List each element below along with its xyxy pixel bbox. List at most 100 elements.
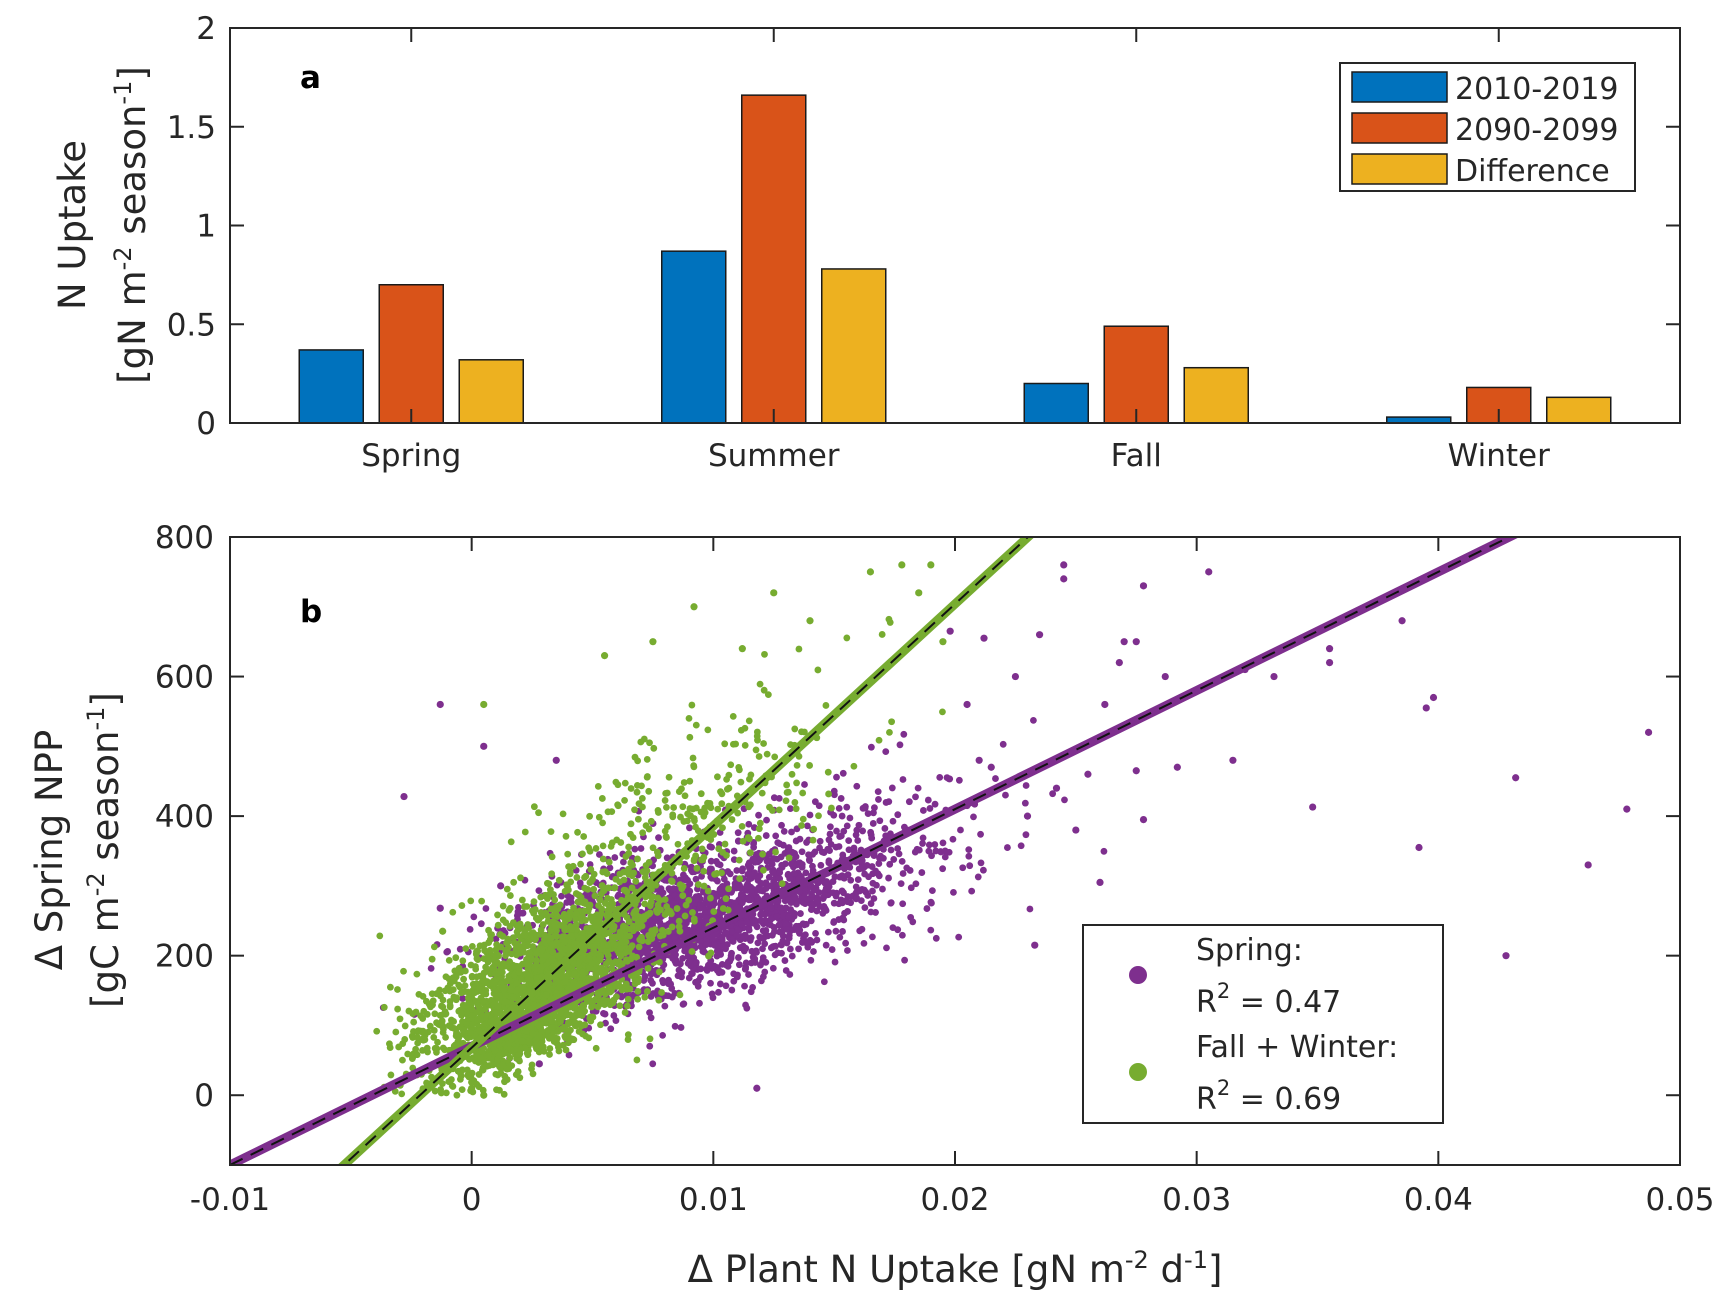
y-tick-label: 1.5 — [167, 110, 216, 146]
scatter-point — [919, 807, 927, 814]
scatter-point — [459, 995, 467, 1002]
scatter-point — [670, 934, 678, 942]
scatter-point — [887, 846, 895, 854]
scatter-point — [553, 913, 561, 920]
scatter-point — [475, 1059, 483, 1066]
scatter-point — [734, 926, 742, 934]
scatter-point — [1023, 812, 1032, 820]
scatter-point — [968, 887, 976, 895]
scatter-point — [474, 1015, 482, 1023]
scatter-point — [717, 980, 724, 988]
scatter-point — [504, 935, 512, 943]
scatter-point — [637, 738, 645, 746]
scatter-point — [889, 817, 897, 825]
scatter-point — [939, 839, 947, 847]
scatter-point — [529, 1029, 537, 1037]
scatter-point — [463, 1066, 471, 1074]
panel-b-legend: Spring: R2 = 0.47 Fall + Winter: R2 = 0.… — [1082, 924, 1444, 1124]
scatter-point — [764, 691, 772, 699]
scatter-point — [480, 700, 488, 709]
scatter-point — [825, 790, 832, 798]
scatter-point — [999, 740, 1007, 748]
scatter-point — [867, 743, 875, 751]
scatter-point — [853, 894, 861, 902]
scatter-point — [562, 978, 569, 986]
scatter-point — [856, 887, 864, 895]
scatter-point — [564, 850, 572, 858]
scatter-point — [714, 860, 722, 868]
scatter-point — [707, 979, 714, 987]
y-tick-label: 1 — [196, 209, 216, 245]
scatter-point — [627, 859, 635, 867]
scatter-point — [458, 902, 466, 909]
scatter-point — [867, 908, 875, 916]
scatter-point — [650, 744, 658, 752]
scatter-point — [844, 947, 851, 954]
scatter-point — [925, 847, 933, 855]
scatter-point — [733, 932, 741, 940]
scatter-point — [510, 962, 518, 970]
scatter-point — [752, 746, 760, 754]
scatter-point — [791, 850, 798, 857]
scatter-point — [417, 1012, 425, 1020]
scatter-point — [696, 999, 703, 1007]
scatter-point — [477, 920, 485, 928]
scatter-point — [697, 808, 705, 816]
scatter-point — [941, 853, 949, 861]
scatter-point — [653, 848, 661, 856]
scatter-point — [750, 840, 757, 848]
scatter-point — [631, 845, 639, 853]
scatter-point — [456, 1023, 464, 1031]
scatter-point — [1100, 847, 1108, 855]
scatter-point — [822, 941, 830, 949]
scatter-point — [500, 1090, 508, 1098]
scatter-point — [753, 728, 761, 736]
x-tick-label: -0.01 — [190, 1182, 270, 1218]
scatter-point — [633, 781, 641, 789]
scatter-point — [830, 919, 838, 926]
scatter-point — [859, 827, 867, 835]
scatter-point — [674, 840, 682, 848]
scatter-point — [512, 979, 520, 987]
scatter-point — [550, 905, 557, 913]
scatter-point — [825, 883, 833, 890]
scatter-point — [570, 1018, 578, 1026]
scatter-point — [728, 928, 736, 935]
scatter-point — [597, 967, 605, 974]
scatter-point — [899, 870, 907, 877]
scatter-point — [462, 945, 470, 953]
scatter-point — [795, 927, 803, 935]
scatter-point — [745, 883, 752, 890]
scatter-point — [497, 882, 505, 890]
scatter-point — [898, 561, 906, 569]
scatter-point — [899, 900, 907, 908]
scatter-point — [690, 603, 698, 611]
scatter-point — [733, 867, 741, 874]
scatter-point — [434, 1038, 441, 1046]
scatter-point — [486, 946, 494, 954]
scatter-point — [661, 797, 669, 804]
panel-a-letter: a — [300, 60, 321, 96]
scatter-point — [744, 861, 752, 869]
scatter-point — [813, 897, 821, 905]
scatter-point — [919, 840, 926, 847]
scatter-point — [714, 805, 722, 813]
scatter-point — [677, 1024, 685, 1031]
scatter-point — [839, 769, 847, 777]
scatter-point — [826, 830, 834, 838]
scatter-point — [828, 804, 835, 812]
scatter-point — [644, 948, 651, 956]
scatter-point — [776, 869, 784, 877]
scatter-point — [446, 998, 454, 1005]
scatter-point — [538, 1027, 546, 1035]
scatter-point — [820, 978, 828, 986]
scatter-point — [479, 997, 487, 1005]
scatter-point — [1035, 631, 1044, 639]
scatter-point — [460, 975, 468, 983]
scatter-point — [627, 820, 635, 828]
scatter-point — [790, 863, 797, 871]
scatter-point — [814, 666, 822, 674]
